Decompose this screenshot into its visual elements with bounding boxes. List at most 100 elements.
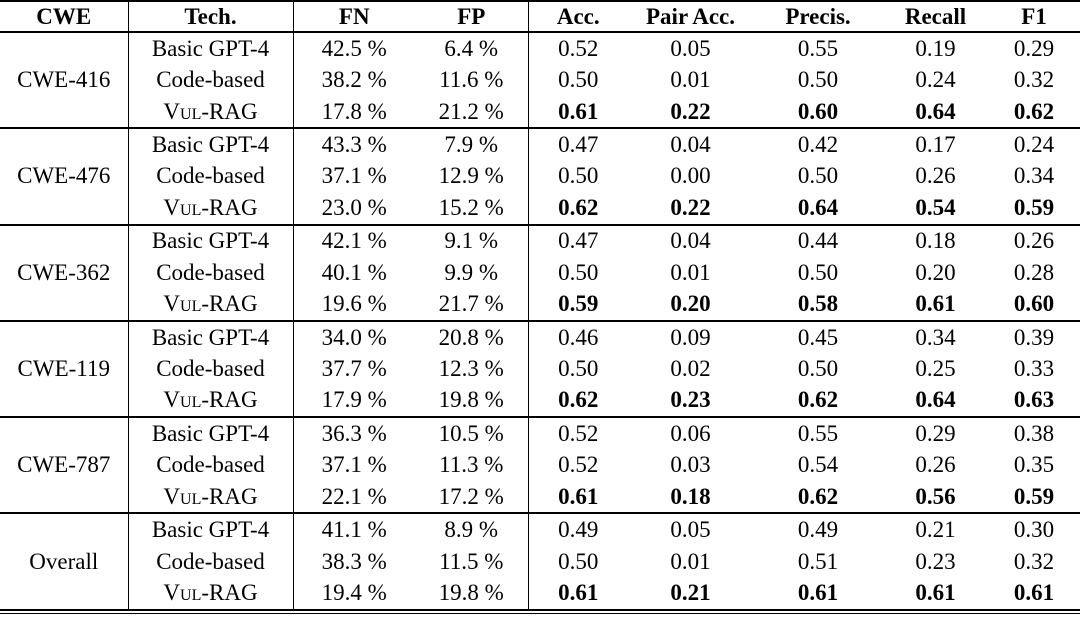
fn-value: 43.3 % xyxy=(293,127,415,161)
pair-acc-value: 0.04 xyxy=(628,127,753,161)
tech-cell: Vul-RAG xyxy=(128,288,294,321)
fn-value: 36.3 % xyxy=(293,416,415,450)
acc-value: 0.50 xyxy=(558,163,599,189)
acc-value: 0.46 xyxy=(528,319,628,354)
fp-value: 21.7 % xyxy=(415,288,529,321)
fn-value: 23.0 % xyxy=(321,194,387,220)
acc-value: 0.52 xyxy=(528,31,628,65)
tech-cell: Code-based xyxy=(128,160,294,193)
f1-value: 0.39 xyxy=(988,319,1080,354)
recall-value: 0.21 xyxy=(883,512,988,546)
pair-acc-value: 0.05 xyxy=(628,31,753,65)
pair-acc-value: 0.01 xyxy=(670,548,711,574)
pair-acc-value: 0.23 xyxy=(670,387,711,413)
fp-value: 11.6 % xyxy=(415,64,529,96)
table-row: Vul-RAG 17.8 % 21.2 % 0.61 0.22 0.60 0.64 0.62 xyxy=(0,95,1080,129)
acc-value: 0.50 xyxy=(558,356,599,382)
f1-value: 0.29 xyxy=(988,31,1080,65)
pair-acc-value: 0.18 xyxy=(670,483,711,509)
fn-value: 34.0 % xyxy=(293,319,415,354)
precision-value: 0.50 xyxy=(797,163,839,189)
cwe-cell: CWE-787 xyxy=(0,416,129,514)
col-header-pair-acc: Pair Acc. xyxy=(646,3,735,29)
fp-value: 19.8 % xyxy=(415,577,529,610)
tech-cell: Basic GPT-4 xyxy=(128,416,294,450)
table-row: CWE-416 Basic GPT-4 42.5 % 6.4 % 0.52 0.05 0.5… xyxy=(0,30,1080,129)
fn-value: 22.1 % xyxy=(321,483,387,509)
table-row: Code-based 37.1 % 12.9 % 0.50 0.00 0.50 0.26 0.… xyxy=(0,160,1080,193)
fp-value: 21.2 % xyxy=(415,95,529,129)
pair-acc-value: 0.22 xyxy=(670,98,711,124)
f1-value: 0.59 xyxy=(1013,483,1055,509)
acc-value: 0.52 xyxy=(528,416,628,450)
f1-value: 0.59 xyxy=(1013,194,1055,220)
table-row: Code-based 40.1 % 9.9 % 0.50 0.01 0.50 0.20 0.2… xyxy=(0,257,1080,289)
table-row: Vul-RAG 19.4 % 19.8 % 0.61 0.21 0.61 0.61 0.61 xyxy=(0,577,1080,610)
col-header-fn: FN xyxy=(338,3,370,29)
tech-cell: Basic GPT-4 xyxy=(128,223,294,258)
cwe-cell: CWE-362 xyxy=(0,223,129,321)
precision-value: 0.51 xyxy=(797,548,839,574)
recall-value: 0.64 xyxy=(915,387,956,413)
precision-value: 0.42 xyxy=(753,127,883,161)
fn-value: 37.1 % xyxy=(321,163,387,189)
f1-value: 0.34 xyxy=(1013,163,1055,189)
tech-cell: Basic GPT-4 xyxy=(128,127,294,161)
tech-cell: Code-based xyxy=(128,257,294,289)
precision-value: 0.49 xyxy=(753,512,883,546)
recall-value: 0.56 xyxy=(915,483,956,509)
tech-cell: Basic GPT-4 xyxy=(128,319,294,354)
precision-value: 0.50 xyxy=(797,67,839,93)
recall-value: 0.18 xyxy=(883,223,988,258)
col-header-cwe: CWE xyxy=(0,1,129,32)
col-header-fp: FP xyxy=(415,1,529,32)
fp-value: 8.9 % xyxy=(415,512,529,546)
recall-value: 0.23 xyxy=(915,548,956,574)
table-row: CWE-787 Basic GPT-4 36.3 % 10.5 % 0.52 0.06 0.… xyxy=(0,416,1080,514)
recall-value: 0.19 xyxy=(883,31,988,65)
col-header-precis: Precis. xyxy=(785,3,851,29)
tech-cell: Basic GPT-4 xyxy=(128,31,294,65)
table-row: CWE-476 Basic GPT-4 43.3 % 7.9 % 0.47 0.04 0.4… xyxy=(0,127,1080,225)
f1-value: 0.33 xyxy=(1013,356,1055,382)
pair-acc-value: 0.20 xyxy=(670,291,711,317)
f1-value: 0.28 xyxy=(1013,259,1055,285)
fn-value: 19.6 % xyxy=(321,291,387,317)
tech-cell: Code-based xyxy=(128,353,294,385)
f1-value: 0.24 xyxy=(988,127,1080,161)
precision-value: 0.44 xyxy=(753,223,883,258)
fn-value: 37.1 % xyxy=(321,452,387,478)
fn-value: 41.1 % xyxy=(293,512,415,546)
acc-value: 0.62 xyxy=(558,387,599,413)
fp-value: 10.5 % xyxy=(415,416,529,450)
acc-value: 0.52 xyxy=(558,452,599,478)
f1-value: 0.32 xyxy=(1013,548,1055,574)
f1-value: 0.26 xyxy=(988,223,1080,258)
fn-value: 17.8 % xyxy=(321,98,387,124)
tech-cell: Vul-RAG xyxy=(128,480,294,514)
recall-value: 0.29 xyxy=(883,416,988,450)
fp-value: 9.1 % xyxy=(415,223,529,258)
fp-value: 11.5 % xyxy=(415,545,529,578)
f1-value: 0.63 xyxy=(1013,387,1055,413)
fn-value: 19.4 % xyxy=(321,580,387,606)
table-row: CWE-362 Basic GPT-4 42.1 % 9.1 % 0.47 0.04 0.4… xyxy=(0,223,1080,321)
header-row: CWE Tech. FN FP Acc. Pair Acc. Precis. R… xyxy=(0,1,1080,32)
pair-acc-value: 0.01 xyxy=(670,259,711,285)
col-header-tech: Tech. xyxy=(128,1,294,32)
table-row: Code-based 38.2 % 11.6 % 0.50 0.01 0.50 0.24 0.… xyxy=(0,64,1080,96)
acc-value: 0.61 xyxy=(558,580,599,606)
results-table-body: CWE-416 Basic GPT-4 42.5 % 6.4 % 0.52 0.05 0.5… xyxy=(0,30,1080,610)
precision-value: 0.62 xyxy=(797,387,839,413)
fp-value: 6.4 % xyxy=(415,31,529,65)
pair-acc-value: 0.06 xyxy=(628,416,753,450)
pair-acc-value: 0.05 xyxy=(628,512,753,546)
cwe-cell: CWE-476 xyxy=(0,127,129,225)
fn-value: 17.9 % xyxy=(321,387,387,413)
pair-acc-value: 0.03 xyxy=(670,452,711,478)
table-row: Overall Basic GPT-4 41.1 % 8.9 % 0.49 0.05 0.4… xyxy=(0,512,1080,610)
fp-value: 11.3 % xyxy=(415,449,529,481)
recall-value: 0.64 xyxy=(915,98,956,124)
